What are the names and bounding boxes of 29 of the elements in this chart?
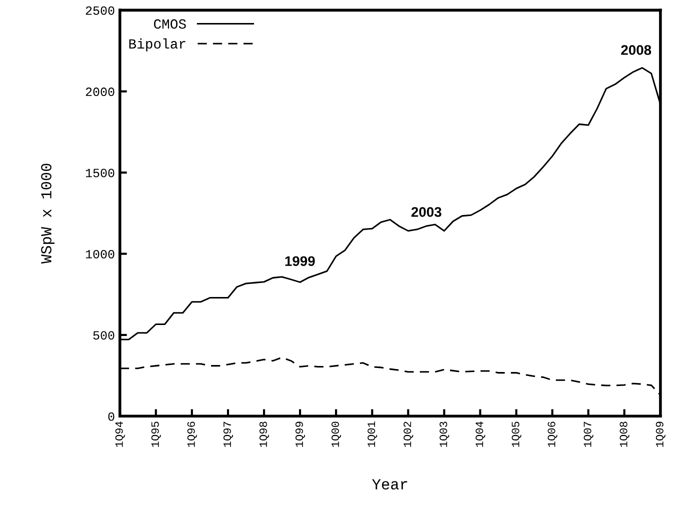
x-tick-label: 1Q99	[295, 422, 306, 447]
legend-label: Bipolar	[129, 38, 186, 52]
x-tick-label: 1Q96	[187, 422, 197, 447]
x-tick-label: 1Q09	[656, 422, 666, 447]
y-tick-label: 0	[108, 412, 114, 421]
annotation: 1999	[285, 256, 315, 266]
y-tick-label: 2500	[86, 6, 114, 15]
x-tick-label: 1Q01	[368, 422, 378, 447]
x-tick-label: 1Q07	[584, 422, 594, 447]
y-tick-label: 1000	[86, 250, 114, 258]
y-tick-label: 1500	[86, 168, 114, 178]
x-tick-label: 1Q02	[404, 422, 414, 447]
y-tick-label: 2000	[86, 88, 114, 96]
x-tick-label: 1Q98	[259, 422, 269, 447]
x-tick-label: 1Q05	[512, 422, 522, 447]
y-tick-label: 500	[93, 331, 114, 340]
x-axis-title: Year	[372, 479, 408, 490]
x-tick-label: 1Q94	[115, 422, 125, 447]
x-tick-label: 1Q08	[620, 422, 630, 447]
x-tick-label: 1Q97	[223, 422, 233, 447]
annotation: 2008	[621, 45, 652, 55]
x-tick-label: 1Q95	[151, 422, 161, 447]
x-tick-label: 1Q06	[548, 422, 558, 447]
x-tick-label: 1Q00	[331, 422, 342, 447]
y-axis-title: WSpW x 1000	[41, 164, 54, 264]
x-tick-label: 1Q03	[440, 422, 450, 447]
annotation: 2003	[411, 207, 442, 217]
x-tick-label: 1Q04	[476, 422, 486, 447]
legend-label: CMOS	[154, 19, 186, 29]
